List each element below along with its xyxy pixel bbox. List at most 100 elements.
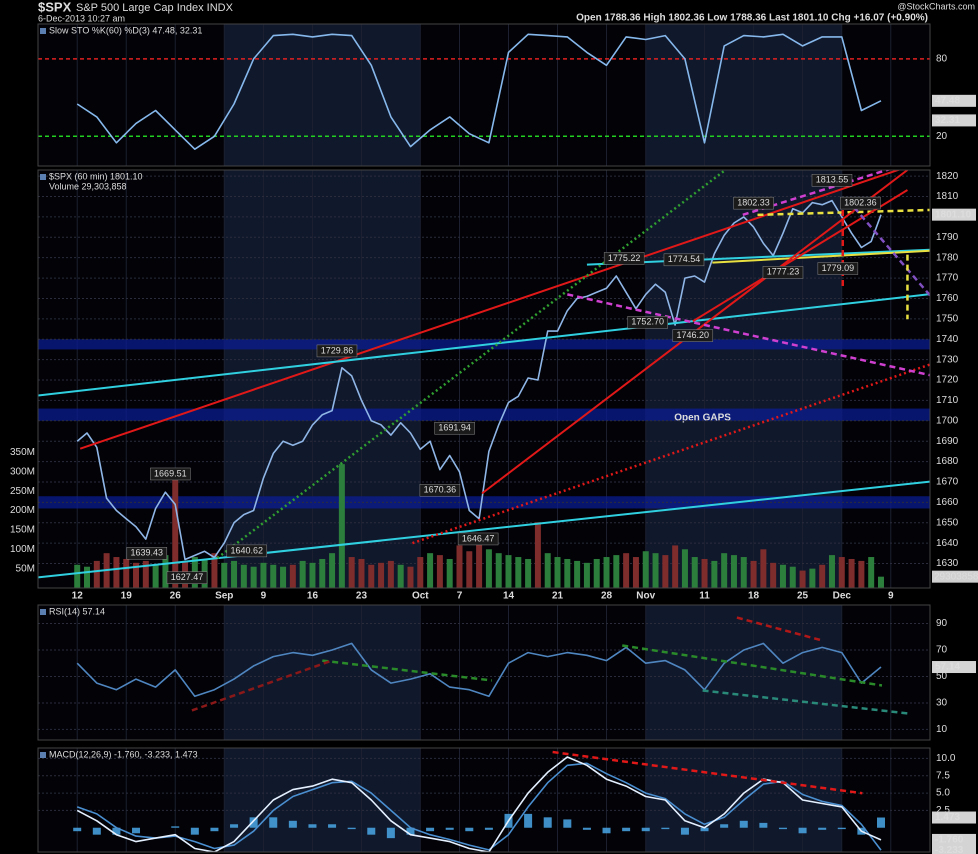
y-tick-label: 1660 <box>936 497 959 508</box>
histogram-bar <box>739 820 748 828</box>
histogram-bar <box>73 827 82 832</box>
annotation-label: 1646.47 <box>462 533 495 543</box>
volume-bar <box>632 557 639 588</box>
annotation-label: 1669.51 <box>154 468 187 478</box>
annotation-label: 1802.36 <box>844 197 877 207</box>
y-tick-label: 1790 <box>936 232 959 243</box>
x-tick-label: Oct <box>412 591 429 602</box>
histogram-bar <box>778 827 787 830</box>
volume-bar <box>133 562 140 588</box>
y-tick-label: 90 <box>936 618 948 629</box>
trend-line <box>412 363 930 545</box>
trend-line <box>736 616 823 642</box>
histogram-bar <box>563 819 572 828</box>
y-tick-label: 30 <box>936 698 948 709</box>
volume-bar <box>740 557 747 588</box>
volume-tick-label: 250M <box>10 486 35 497</box>
volume-bar <box>770 562 777 588</box>
histogram-bar <box>445 827 454 830</box>
annotation-label: 1746.20 <box>677 330 710 340</box>
x-tick-label: 25 <box>797 591 809 602</box>
volume-bar <box>623 553 630 588</box>
histogram-bar <box>465 827 474 832</box>
y-tick-label: 1680 <box>936 456 959 467</box>
title-icon <box>40 28 46 34</box>
gap-label: Open GAPS <box>674 412 731 423</box>
annotation-box <box>316 344 358 358</box>
volume-bar <box>495 553 502 588</box>
annotation-label: 1813.55 <box>816 175 849 185</box>
volume-bar <box>358 558 365 588</box>
x-tick-label: 18 <box>748 591 760 602</box>
annotation-box <box>733 196 774 210</box>
volume-bar <box>515 557 522 588</box>
volume-tick-label: 350M <box>10 447 35 458</box>
annotation-box <box>166 571 208 584</box>
volume-bar <box>231 560 238 588</box>
volume-bar <box>730 555 737 588</box>
volume-bar <box>476 541 483 588</box>
symbol: $SPX <box>38 0 72 14</box>
plot-layer <box>38 24 930 166</box>
volume-bar <box>172 479 179 588</box>
volume-tick-label: 100M <box>10 544 35 555</box>
value-badge <box>932 833 976 846</box>
trend-line <box>622 644 883 687</box>
series-line <box>76 756 882 852</box>
volume-bar <box>583 562 590 588</box>
trend-line <box>702 689 908 715</box>
x-tick-label: 9 <box>888 591 894 602</box>
volume-bar <box>544 553 551 588</box>
annotation-label: 1729.86 <box>321 345 354 355</box>
annotation-label: 1752.70 <box>631 317 664 327</box>
x-tick-label: 16 <box>307 591 319 602</box>
annotation-box <box>627 316 668 329</box>
month-shading <box>645 24 842 166</box>
x-tick-label: Nov <box>636 591 655 602</box>
y-tick-label: 80 <box>936 53 948 64</box>
plot-layer <box>38 605 930 740</box>
value-badge-label: 47.48 <box>935 95 960 106</box>
histogram-bar <box>171 826 180 828</box>
value-badge-label: 32.31 <box>935 115 960 126</box>
histogram-bar <box>367 827 376 835</box>
panel-title: MACD(12,26,9) -1.760, -3.233, 1.473 <box>49 749 198 759</box>
trend-line <box>79 170 902 450</box>
volume-bar <box>142 560 149 588</box>
panel-title: Slow STO %K(60) %D(3) 47.48, 32.31 <box>49 25 202 35</box>
volume-bar <box>819 564 826 588</box>
volume-tick-label: 150M <box>10 525 35 536</box>
panel-border <box>37 169 931 589</box>
trend-line <box>322 659 492 682</box>
x-tick-label: 21 <box>552 591 564 602</box>
trend-line <box>38 293 930 397</box>
y-tick-label: 1760 <box>936 293 959 304</box>
histogram-bar <box>622 827 631 832</box>
volume-bar <box>750 560 757 588</box>
volume-bar <box>240 564 247 588</box>
volume-bar <box>691 557 698 588</box>
value-badge <box>932 94 976 107</box>
value-badge <box>932 114 976 127</box>
histogram-bar <box>406 827 415 835</box>
volume-bar <box>564 558 571 588</box>
x-tick-label: 14 <box>503 591 515 602</box>
histogram-bar <box>230 824 239 828</box>
volume-bar <box>221 562 228 588</box>
volume-bar <box>417 557 424 588</box>
volume-bar <box>289 564 296 588</box>
volume-bar <box>387 560 394 588</box>
y-tick-label: 1650 <box>936 517 959 528</box>
volume-bar <box>123 558 130 588</box>
volume-bar <box>84 566 91 588</box>
volume-bar <box>868 557 875 588</box>
plot-layer <box>38 748 930 852</box>
volume-bar <box>338 464 345 588</box>
annotation-box <box>762 266 804 279</box>
x-tick-label: Dec <box>833 591 852 602</box>
value-badge <box>932 661 976 674</box>
annotation-label: 1670.36 <box>424 485 457 495</box>
histogram-bar <box>249 817 258 828</box>
y-tick-label: 1690 <box>936 436 959 447</box>
